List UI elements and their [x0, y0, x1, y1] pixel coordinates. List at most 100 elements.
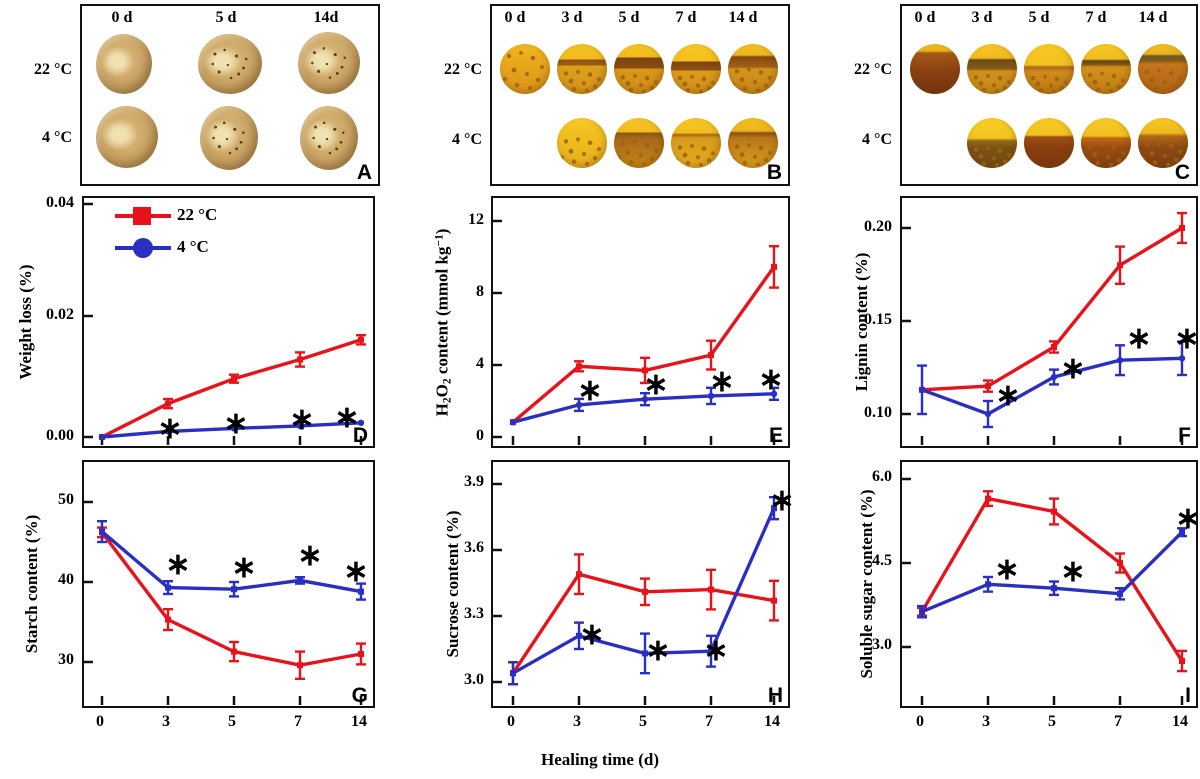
- ytick-h-1: 3.6: [464, 539, 484, 556]
- xtick-g-3: 7: [294, 713, 302, 730]
- panel-c-col-header-2: 5 d: [1028, 9, 1050, 26]
- star-h-3d: ∗: [579, 618, 605, 651]
- axis-title-sucrose: Sucrose content (%): [443, 510, 462, 658]
- star-h-14d: ∗: [769, 484, 795, 517]
- disc-c-22c-5d: [1024, 44, 1074, 94]
- panel-a-col-header-2: 14d: [313, 9, 339, 26]
- panel-a-row-label-22c: 22 °C: [34, 61, 72, 78]
- xtick-h-0: 0: [507, 713, 515, 730]
- disc-c-22c-7d: [1081, 44, 1131, 94]
- xtick-i-2: 5: [1048, 713, 1056, 730]
- plot-letter-f: F: [1178, 424, 1191, 447]
- tuber-4c-5d: [200, 106, 258, 170]
- panel-b-col-header-4: 14 d: [728, 9, 758, 26]
- plot-letter-g: G: [351, 684, 368, 707]
- ytick-g-1: 40: [58, 571, 74, 588]
- panel-c-row-label-22c: 22 °C: [854, 61, 892, 78]
- star-f-3d: ∗: [995, 379, 1021, 412]
- ytick-h-3: 3.0: [464, 671, 484, 688]
- disc-b-22c-3d: [557, 44, 607, 94]
- panel-b-row-label-22c: 22 °C: [444, 61, 482, 78]
- plot-letter-h: H: [767, 684, 783, 707]
- xtick-h-4: 14: [764, 713, 780, 730]
- ytick-h-2: 3.3: [464, 605, 484, 622]
- star-e-5d: ∗: [643, 368, 669, 401]
- panel-a-row-label-4c: 4 °C: [42, 129, 72, 146]
- panel-c-row-label-4c: 4 °C: [862, 131, 892, 148]
- xtick-g-0: 0: [96, 713, 104, 730]
- star-i-5d: ∗: [1060, 555, 1086, 588]
- star-g-3d: ∗: [165, 548, 191, 581]
- xtick-h-2: 5: [639, 713, 647, 730]
- ytick-i-1: 4.5: [872, 552, 892, 569]
- ytick-f-2: 0.10: [864, 404, 892, 421]
- disc-c-4c-7d: [1081, 118, 1131, 168]
- disc-b-4c-7d: [671, 118, 721, 168]
- plot-canvas-g: [84, 500, 366, 705]
- axis-title-healing-time: Healing time (d): [540, 750, 660, 769]
- legend-label-22c: 22 °C: [177, 205, 218, 224]
- ytick-i-0: 6.0: [872, 468, 892, 485]
- xtick-i-3: 7: [1114, 713, 1122, 730]
- legend-square-22c: [133, 207, 151, 225]
- panel-a-col-header-0: 0 d: [111, 9, 133, 26]
- ytick-d-0: 0.04: [46, 194, 74, 211]
- star-g-5d: ∗: [231, 551, 257, 584]
- star-i-3d: ∗: [994, 553, 1020, 586]
- panel-c-col-header-4: 14 d: [1138, 9, 1168, 26]
- xtick-i-1: 3: [982, 713, 990, 730]
- tuber-4c-14d: [300, 106, 358, 170]
- plot-frame-i: I: [900, 460, 1198, 708]
- xtick-h-3: 7: [705, 713, 713, 730]
- star-d-14d: ∗: [334, 401, 360, 434]
- xtick-h-1: 3: [573, 713, 581, 730]
- plot-frame-h: H: [491, 460, 790, 708]
- tuber-22c-14d: [298, 32, 360, 94]
- star-f-7d: ∗: [1126, 322, 1152, 355]
- disc-b-22c-14d: [728, 44, 778, 94]
- ytick-h-0: 3.9: [464, 473, 484, 490]
- disc-c-4c-5d: [1024, 118, 1074, 168]
- xtick-i-0: 0: [916, 713, 924, 730]
- panel-a-col-header-1: 5 d: [215, 9, 237, 26]
- panel-c-col-header-0: 0 d: [914, 9, 936, 26]
- star-e-3d: ∗: [577, 374, 603, 407]
- panel-b-row-label-4c: 4 °C: [452, 131, 482, 148]
- panel-b-col-header-3: 7 d: [675, 9, 697, 26]
- plot-canvas-d: [84, 202, 366, 445]
- plot-frame-e: E: [491, 196, 790, 448]
- plot-letter-d: D: [352, 424, 368, 447]
- disc-b-4c-5d: [614, 118, 664, 168]
- disc-b-22c-7d: [671, 44, 721, 94]
- star-f-14d: ∗: [1174, 322, 1200, 355]
- ytick-d-1: 0.02: [46, 306, 74, 323]
- plot-canvas-h: [493, 482, 779, 705]
- xtick-g-1: 3: [162, 713, 170, 730]
- plot-canvas-f: [902, 211, 1187, 445]
- panel-b-col-header-1: 3 d: [561, 9, 583, 26]
- panel-b-col-header-2: 5 d: [618, 9, 640, 26]
- star-d-5d: ∗: [223, 407, 249, 440]
- star-h-7d: ∗: [703, 634, 729, 667]
- ytick-i-2: 3.0: [872, 636, 892, 653]
- tuber-22c-5d: [198, 34, 262, 94]
- ytick-g-0: 50: [58, 491, 74, 508]
- xtick-i-4: 14: [1172, 713, 1188, 730]
- plot-frame-g: G: [82, 460, 375, 708]
- plot-frame-f: F: [900, 196, 1198, 448]
- star-f-5d: ∗: [1060, 352, 1086, 385]
- disc-c-22c-3d: [967, 44, 1017, 94]
- disc-c-22c-0d: [910, 44, 960, 94]
- panel-b-col-header-0: 0 d: [504, 9, 526, 26]
- plot-canvas-e: [493, 219, 779, 445]
- ytick-f-0: 0.20: [864, 218, 892, 235]
- ytick-d-2: 0.00: [46, 427, 74, 444]
- disc-c-22c-14d: [1138, 44, 1188, 94]
- disc-b-4c-14d: [728, 118, 778, 168]
- star-d-7d: ∗: [289, 403, 315, 436]
- ytick-e-2: 4: [476, 355, 484, 372]
- tuber-22c-0d: [96, 34, 152, 94]
- axis-title-soluble-sugar: Soluble sugar content (%): [857, 489, 876, 679]
- axis-title-h2o2: H2O2 content (mmol kg−1): [432, 228, 454, 417]
